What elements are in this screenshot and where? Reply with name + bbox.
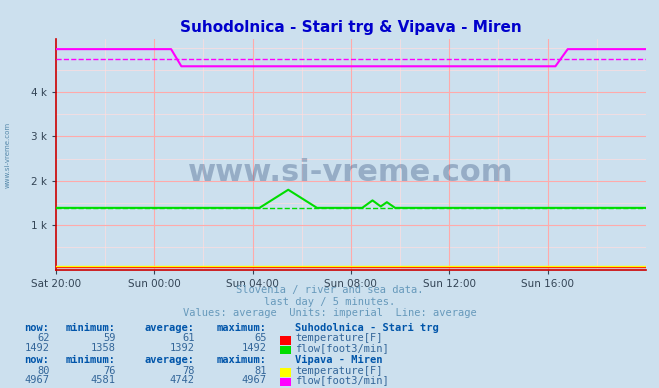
Text: 62: 62 — [37, 333, 49, 343]
Text: flow[foot3/min]: flow[foot3/min] — [295, 375, 389, 385]
Text: minimum:: minimum: — [65, 322, 115, 333]
Text: minimum:: minimum: — [65, 355, 115, 365]
Text: 80: 80 — [37, 365, 49, 376]
Text: 59: 59 — [103, 333, 115, 343]
Text: 81: 81 — [254, 365, 267, 376]
Text: flow[foot3/min]: flow[foot3/min] — [295, 343, 389, 353]
Text: average:: average: — [144, 355, 194, 365]
Text: now:: now: — [24, 322, 49, 333]
Text: 76: 76 — [103, 365, 115, 376]
Text: www.si-vreme.com: www.si-vreme.com — [188, 158, 513, 187]
Text: 4581: 4581 — [90, 375, 115, 385]
Text: 4967: 4967 — [24, 375, 49, 385]
Text: 1492: 1492 — [24, 343, 49, 353]
Text: Values: average  Units: imperial  Line: average: Values: average Units: imperial Line: av… — [183, 308, 476, 318]
Text: now:: now: — [24, 355, 49, 365]
Text: 61: 61 — [182, 333, 194, 343]
Text: 4967: 4967 — [242, 375, 267, 385]
Text: 65: 65 — [254, 333, 267, 343]
Text: www.si-vreme.com: www.si-vreme.com — [5, 122, 11, 188]
Text: average:: average: — [144, 322, 194, 333]
Text: Slovenia / river and sea data.: Slovenia / river and sea data. — [236, 285, 423, 295]
Text: Vipava - Miren: Vipava - Miren — [295, 355, 383, 365]
Text: 1358: 1358 — [90, 343, 115, 353]
Title: Suhodolnica - Stari trg & Vipava - Miren: Suhodolnica - Stari trg & Vipava - Miren — [180, 20, 522, 35]
Text: 78: 78 — [182, 365, 194, 376]
Text: Suhodolnica - Stari trg: Suhodolnica - Stari trg — [295, 322, 439, 333]
Text: maximum:: maximum: — [217, 355, 267, 365]
Text: 1392: 1392 — [169, 343, 194, 353]
Text: last day / 5 minutes.: last day / 5 minutes. — [264, 296, 395, 307]
Text: temperature[F]: temperature[F] — [295, 333, 383, 343]
Text: 4742: 4742 — [169, 375, 194, 385]
Text: 1492: 1492 — [242, 343, 267, 353]
Text: maximum:: maximum: — [217, 322, 267, 333]
Text: temperature[F]: temperature[F] — [295, 365, 383, 376]
